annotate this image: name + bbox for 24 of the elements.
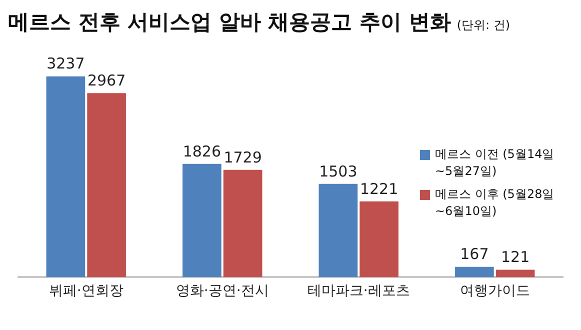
bar [182,164,222,278]
x-tick-label: 테마파크·레포츠 [307,283,410,300]
legend-label: 메르스 이후 (5월28일~6월10일) [435,186,556,220]
data-label: 1503 [319,162,358,180]
x-tick-label: 영화·공연·전시 [176,283,269,300]
legend-label: 메르스 이전 (5월14일~5월27일) [435,146,556,180]
bar [496,270,535,278]
bar [223,170,262,278]
bar [455,266,494,278]
bar [318,184,358,278]
data-label: 1729 [224,148,262,166]
bar [360,201,398,278]
x-tick-label: 뷔페·연회장 [48,283,124,300]
data-label: 1826 [182,142,222,160]
chart-subtitle: (단위: 건) [456,17,510,34]
data-label: 167 [460,245,489,264]
chart-title: 메르스 전후 서비스업 알바 채용공고 추이 변화 [8,9,451,36]
bar [87,93,126,278]
x-tick-label: 여행가이드 [460,283,530,300]
data-label: 3237 [46,54,85,73]
data-label: 1221 [360,180,398,198]
data-label: 121 [500,248,530,266]
bar [46,76,86,278]
data-label: 2967 [87,71,126,90]
